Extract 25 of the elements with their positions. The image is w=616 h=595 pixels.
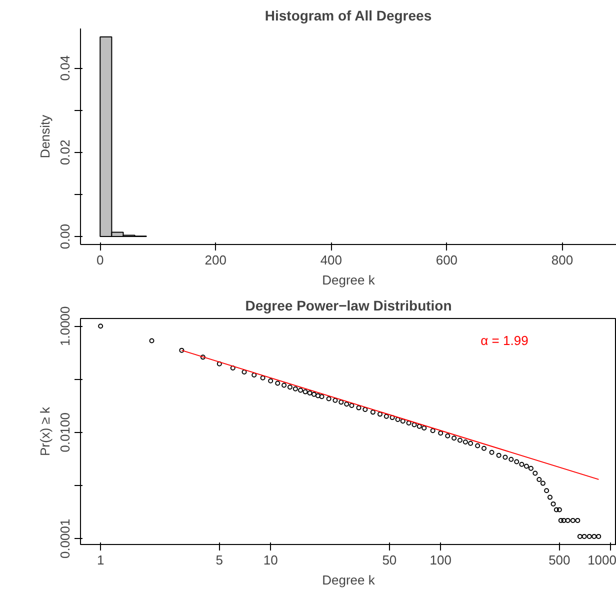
y-tick-label: 0.00 <box>58 224 72 250</box>
x-tick-label: 1 <box>96 552 104 568</box>
x-tick-label: 10 <box>263 552 278 568</box>
y-axis-title: Density <box>38 114 52 158</box>
chart-title: Degree Power−law Distribution <box>245 298 452 314</box>
y-tick-label: 0.04 <box>58 55 72 81</box>
x-axis-title: Degree k <box>322 272 376 288</box>
chart-title: Histogram of All Degrees <box>264 8 432 24</box>
y-tick-label: 0.0100 <box>58 412 72 452</box>
annotation: α = 1.99 <box>480 333 528 348</box>
x-tick-label: 1000 <box>588 552 616 568</box>
x-tick-label: 5 <box>216 552 224 568</box>
x-axis-title: Degree k <box>322 572 376 588</box>
y-tick-label: 1.0000 <box>58 306 72 346</box>
x-tick-label: 600 <box>436 252 458 268</box>
y-tick-label: 0.02 <box>58 140 72 165</box>
x-tick-label: 100 <box>430 552 452 568</box>
x-tick-label: 0 <box>96 252 104 268</box>
y-tick-label: 0.0001 <box>58 518 72 559</box>
x-tick-label: 50 <box>382 552 397 568</box>
x-tick-label: 400 <box>320 252 342 268</box>
x-tick-label: 500 <box>548 552 570 568</box>
x-tick-label: 800 <box>551 252 574 268</box>
y-axis-title: Pr(x) ≥ k <box>38 406 52 456</box>
x-tick-label: 200 <box>204 252 227 268</box>
